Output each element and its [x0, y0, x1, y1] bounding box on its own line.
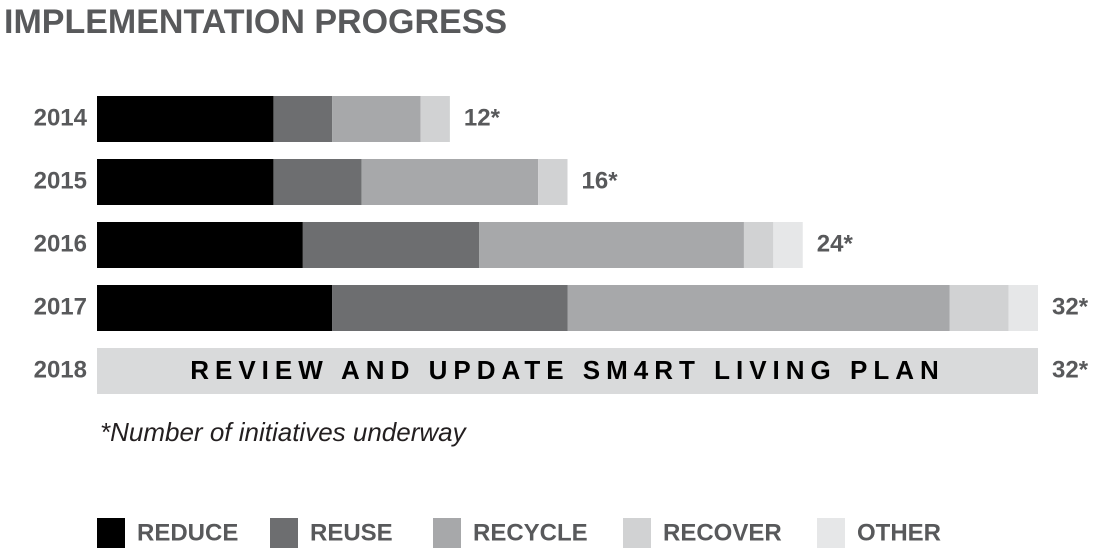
value-label: 16* — [582, 167, 619, 194]
value-label: 32* — [1052, 293, 1089, 320]
value-label: 32* — [1052, 356, 1089, 383]
bar-segment — [420, 96, 450, 142]
bar-segment — [97, 159, 274, 205]
chart-title: IMPLEMENTATION PROGRESS — [4, 3, 507, 41]
legend-swatch — [97, 518, 125, 548]
bar-segment — [1008, 285, 1038, 331]
legend-label: REDUCE — [137, 519, 238, 546]
legend-label: RECYCLE — [473, 519, 588, 546]
bar-segment — [302, 222, 480, 268]
bar-segment — [567, 285, 950, 331]
bar-segment — [273, 159, 362, 205]
bar-segment — [743, 222, 774, 268]
legend-swatch — [817, 518, 845, 548]
bar-segment — [332, 96, 421, 142]
review-text: REVIEW AND UPDATE SM4RT LIVING PLAN — [190, 355, 945, 385]
bar-segment — [332, 285, 568, 331]
note: *Number of initiatives underway — [100, 417, 468, 447]
category-label: 2016 — [34, 230, 87, 257]
bar-segment — [361, 159, 539, 205]
bar-segment — [273, 96, 333, 142]
legend-swatch — [270, 518, 298, 548]
review-bar — [97, 348, 1038, 394]
legend-label: OTHER — [857, 519, 941, 546]
bar-segment — [949, 285, 1009, 331]
category-label: 2017 — [34, 293, 87, 320]
legend-swatch — [623, 518, 651, 548]
bar-segment — [97, 285, 333, 331]
bar-segment — [773, 222, 803, 268]
bar-segment — [479, 222, 744, 268]
legend-label: REUSE — [310, 519, 393, 546]
category-label: 2014 — [34, 104, 88, 131]
category-label: 2015 — [34, 167, 87, 194]
bar-segment — [538, 159, 568, 205]
legend-swatch — [433, 518, 461, 548]
bar-segment — [97, 222, 303, 268]
value-label: 24* — [817, 230, 854, 257]
category-label: 2018 — [34, 356, 87, 383]
bar-segment — [97, 96, 274, 142]
legend-label: RECOVER — [663, 519, 782, 546]
value-label: 12* — [464, 104, 501, 131]
